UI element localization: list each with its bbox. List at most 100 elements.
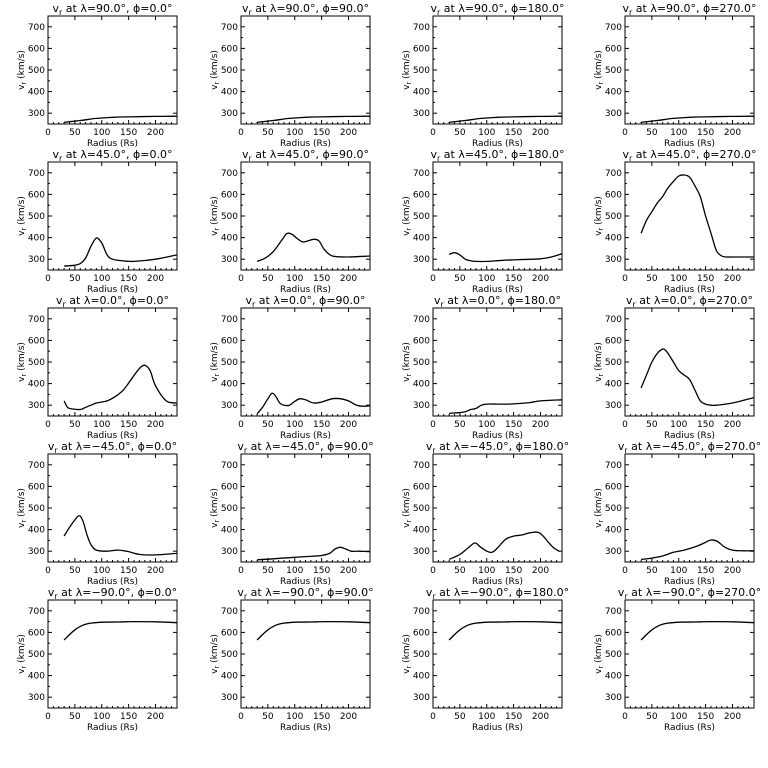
x-tick-label: 50 [69, 712, 81, 722]
plot-frame [624, 453, 755, 563]
plot-frame [432, 15, 563, 125]
y-tick-label: 400 [413, 234, 430, 244]
x-tick-label: 150 [697, 566, 714, 576]
x-tick-label: 200 [340, 712, 357, 722]
x-tick-label: 0 [238, 712, 244, 722]
x-axis-label: Radius (Rs) [87, 577, 138, 587]
plot-frame [47, 599, 178, 709]
panel-title: vr at λ=45.0°, ϕ=90.0° [242, 148, 369, 163]
y-tick-label: 600 [221, 628, 238, 638]
y-tick-label: 700 [221, 169, 238, 179]
x-tick-label: 150 [120, 274, 137, 284]
series-line [640, 174, 754, 258]
x-axis-label: Radius (Rs) [472, 139, 523, 149]
series-line [63, 364, 177, 411]
panel-title: vr at λ=90.0°, ϕ=0.0° [52, 2, 172, 17]
x-tick-label: 50 [646, 128, 658, 138]
y-tick-label: 600 [413, 336, 430, 346]
x-tick-label: 0 [45, 128, 51, 138]
x-tick-label: 50 [69, 566, 81, 576]
x-tick-label: 0 [45, 274, 51, 284]
series-line [448, 531, 560, 560]
x-tick-label: 0 [238, 274, 244, 284]
plot-frame [240, 161, 371, 271]
y-tick-label: 400 [28, 526, 45, 536]
panel-6: 0 50 100 150 200 300 400 500 600 700 vr at λ=45.0°… [210, 148, 371, 295]
y-axis-label: vr (km/s) [17, 488, 28, 528]
x-tick-label: 200 [147, 128, 164, 138]
x-tick-label: 50 [262, 128, 274, 138]
x-tick-label: 100 [478, 274, 495, 284]
x-tick-label: 100 [93, 274, 110, 284]
x-axis-label: Radius (Rs) [472, 431, 523, 441]
panel-title: vr at λ=45.0°, ϕ=180.0° [430, 148, 564, 163]
x-tick-label: 0 [622, 712, 628, 722]
x-tick-label: 100 [670, 420, 687, 430]
y-tick-label: 700 [28, 169, 45, 179]
series-line [64, 237, 177, 267]
x-tick-label: 200 [724, 274, 741, 284]
x-tick-label: 0 [430, 128, 436, 138]
y-axis-label: vr (km/s) [594, 488, 605, 528]
series-line [641, 539, 754, 561]
x-tick-label: 50 [454, 128, 466, 138]
x-tick-label: 150 [120, 128, 137, 138]
y-axis-label: vr (km/s) [210, 342, 221, 382]
y-tick-label: 700 [413, 169, 430, 179]
y-axis-label: vr (km/s) [402, 342, 413, 382]
x-tick-label: 50 [69, 420, 81, 430]
x-axis-label: Radius (Rs) [664, 285, 715, 295]
x-tick-label: 100 [670, 566, 687, 576]
y-axis-label: vr (km/s) [402, 634, 413, 674]
x-tick-label: 100 [93, 128, 110, 138]
y-tick-label: 600 [605, 482, 622, 492]
x-tick-label: 0 [238, 420, 244, 430]
y-axis-label: vr (km/s) [402, 196, 413, 236]
x-tick-label: 0 [430, 420, 436, 430]
panel-10: 0 50 100 150 200 300 400 500 600 700 vr at λ=0.0°,… [210, 294, 371, 441]
y-tick-label: 400 [221, 526, 238, 536]
y-tick-label: 400 [413, 88, 430, 98]
y-tick-label: 500 [28, 212, 45, 222]
y-axis-label: vr (km/s) [17, 634, 28, 674]
x-tick-label: 200 [340, 566, 357, 576]
y-tick-label: 400 [28, 672, 45, 682]
y-tick-label: 500 [413, 212, 430, 222]
x-tick-label: 100 [93, 420, 110, 430]
x-axis-label: Radius (Rs) [472, 577, 523, 587]
x-tick-label: 150 [505, 420, 522, 430]
x-tick-label: 50 [646, 420, 658, 430]
x-tick-label: 200 [340, 274, 357, 284]
y-axis-label: vr (km/s) [210, 50, 221, 90]
y-tick-label: 300 [413, 255, 430, 265]
x-tick-label: 150 [505, 274, 522, 284]
y-tick-label: 700 [605, 315, 622, 325]
y-tick-label: 400 [221, 380, 238, 390]
y-tick-label: 400 [28, 380, 45, 390]
y-tick-label: 700 [28, 607, 45, 617]
x-tick-label: 0 [45, 566, 51, 576]
x-tick-label: 50 [646, 712, 658, 722]
x-axis-label: Radius (Rs) [664, 431, 715, 441]
series-line [63, 620, 177, 641]
y-tick-label: 300 [221, 109, 238, 119]
panel-title: vr at λ=90.0°, ϕ=180.0° [430, 2, 564, 17]
y-tick-label: 700 [413, 607, 430, 617]
x-axis-label: Radius (Rs) [664, 577, 715, 587]
series-line [64, 115, 177, 123]
panel-title: vr at λ=−45.0°, ϕ=0.0° [48, 440, 177, 455]
plot-frame [240, 599, 371, 709]
x-tick-label: 200 [532, 566, 549, 576]
panel-title: vr at λ=0.0°, ϕ=0.0° [56, 294, 169, 309]
y-tick-label: 300 [28, 693, 45, 703]
panel-14: 0 50 100 150 200 300 400 500 600 700 vr at λ=−45.0… [210, 440, 374, 587]
y-tick-label: 500 [605, 358, 622, 368]
y-axis-label: vr (km/s) [17, 196, 28, 236]
series-line [257, 115, 370, 123]
y-tick-label: 300 [605, 109, 622, 119]
y-tick-label: 600 [28, 628, 45, 638]
x-tick-label: 50 [262, 420, 274, 430]
y-tick-label: 300 [605, 255, 622, 265]
x-tick-label: 200 [724, 712, 741, 722]
